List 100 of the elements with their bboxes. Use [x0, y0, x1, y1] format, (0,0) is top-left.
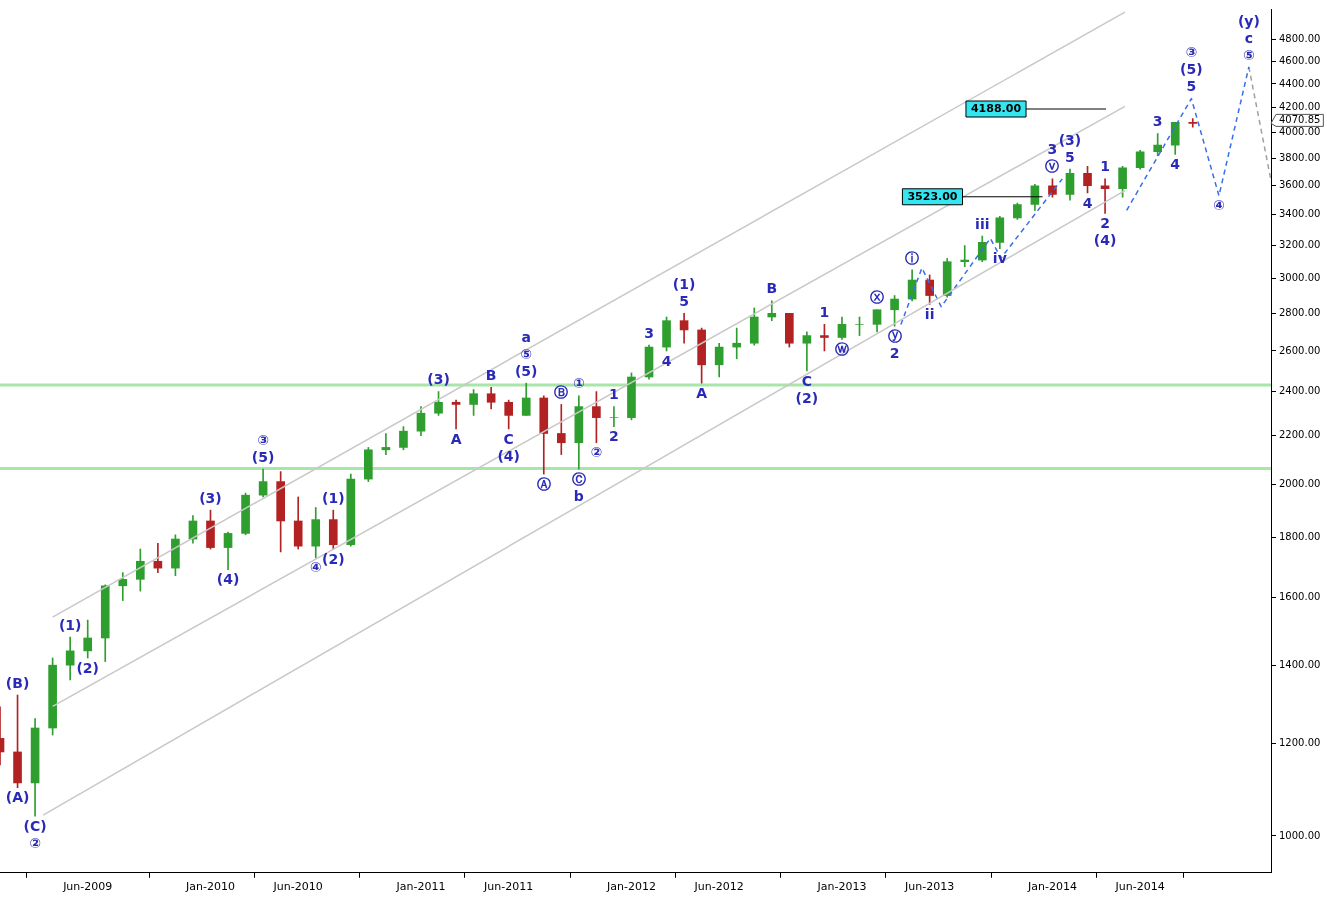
y-tick-label: 3000.00 [1279, 271, 1321, 283]
candlestick [960, 245, 970, 267]
annotation: (2) [76, 659, 99, 676]
annotation: (1) [672, 275, 696, 292]
candlestick [1100, 178, 1110, 214]
line-series [900, 178, 1063, 326]
annotation: C [503, 430, 514, 447]
annotation: A [696, 384, 708, 401]
candlestick [381, 433, 391, 455]
annotation: (4) [497, 447, 520, 464]
annotation: c [1244, 29, 1254, 46]
annotation: (2) [795, 389, 819, 406]
annotation: ⑤ [1242, 46, 1255, 63]
annotation: 1 [609, 386, 619, 403]
y-tick-label: 1600.00 [1279, 591, 1321, 602]
annotation: ⓦ [834, 341, 849, 358]
annotation: ④ [1213, 197, 1225, 214]
annotation: Ⓒ [571, 470, 586, 487]
annotation: (5) [514, 362, 538, 379]
annotation: (3) [427, 371, 450, 388]
annotation: 5 [1186, 78, 1197, 95]
y-tick-label: 4800.00 [1279, 33, 1321, 45]
y-tick-label: 4000.00 [1279, 125, 1321, 137]
y-tick-label: 3400.00 [1279, 208, 1321, 220]
annotation: 5 [1065, 148, 1075, 165]
annotation: (4) [216, 571, 240, 588]
annotation: ⓧ [870, 289, 885, 306]
y-tick-label: 4200.00 [1279, 101, 1321, 113]
annotation: (2) [322, 550, 345, 567]
annotation: ④ [309, 559, 322, 576]
annotation: ii [924, 306, 935, 323]
y-tick-label: 2200.00 [1279, 429, 1321, 441]
annotation: Ⓑ [554, 384, 569, 401]
annotation: ③ [257, 431, 270, 448]
y-tick-label: 2400.00 [1279, 385, 1321, 397]
annotation: ⓘ [905, 249, 920, 266]
annotation: ⓥ [1045, 158, 1060, 175]
annotation: ② [29, 834, 42, 851]
annotation: B [485, 367, 497, 384]
y-tick-label: 1200.00 [1279, 737, 1321, 749]
annotation: C [801, 372, 813, 389]
y-tick-label: 3200.00 [1279, 239, 1321, 251]
annotation: 1 [1100, 158, 1110, 175]
x-tick-label: Jan-2010 [185, 880, 235, 894]
annotation: ① [572, 375, 585, 392]
y-tick-label: 3600.00 [1279, 179, 1321, 191]
y-tick-label: 3800.00 [1279, 151, 1321, 163]
annotation: ⓨ [887, 327, 902, 344]
x-tick-label: Jan-2014 [1026, 880, 1077, 894]
annotation: 2 [889, 344, 900, 361]
annotation: iv [992, 250, 1007, 267]
x-tick-label: Jun-2012 [693, 880, 744, 894]
x-tick-label: Jan-2012 [606, 880, 656, 894]
annotation: 3 [644, 324, 654, 341]
annotation: (C) [23, 817, 47, 834]
x-tick-label: Jun-2013 [904, 880, 955, 894]
annotation: (5) [251, 448, 275, 465]
annotation: Ⓐ [536, 475, 551, 492]
x-tick-label: Jan-2013 [816, 880, 867, 894]
y-tick-label: 2800.00 [1279, 306, 1321, 318]
annotation: 3 [1047, 141, 1058, 158]
annotation: ② [590, 444, 603, 461]
y-tick-label: 2000.00 [1279, 477, 1321, 489]
annotation: 4 [661, 352, 672, 369]
annotation: (1) [58, 616, 82, 633]
candlestick [451, 399, 461, 430]
y-tick-label: 4400.00 [1279, 77, 1321, 89]
annotation: A [450, 430, 462, 447]
candlestick [556, 404, 566, 455]
annotation: (1) [322, 489, 345, 506]
annotation: 4 [1170, 156, 1181, 172]
annotation: (4) [1093, 231, 1117, 248]
x-tick-label: Jun-2009 [62, 880, 113, 894]
y-tick-label: 1000.00 [1279, 829, 1321, 841]
annotation: 2 [1100, 214, 1110, 231]
annotation: b [573, 487, 584, 504]
annotation: (B) [5, 674, 30, 691]
annotation: 4 [1082, 194, 1093, 211]
candlestick [609, 406, 619, 427]
candlestick [767, 300, 777, 321]
annotation: (5) [1180, 61, 1203, 78]
candlestick [1188, 118, 1198, 128]
y-tick-label: 4600.00 [1279, 54, 1321, 66]
annotation: ③ [1185, 44, 1198, 61]
annotation: 1 [819, 303, 830, 320]
x-tick-label: Jun-2010 [272, 880, 323, 894]
y-tick-label: 2600.00 [1279, 344, 1321, 356]
annotation: a [521, 328, 531, 345]
annotation: iii [975, 215, 990, 232]
x-tick-label: Jun-2011 [483, 880, 534, 894]
text: 4070.85 [1279, 114, 1321, 125]
annotation: 5 [679, 292, 689, 309]
ref-line-label: 4188.00 [970, 101, 1022, 115]
x-tick-label: Jan-2011 [395, 880, 446, 894]
y-tick-label: 1400.00 [1279, 658, 1321, 670]
annotation: (3) [199, 489, 222, 506]
y-tick-label: 1800.00 [1279, 531, 1321, 543]
annotation: 3 [1152, 113, 1163, 130]
annotation: 2 [609, 428, 619, 445]
annotation: (y) [1237, 12, 1260, 29]
